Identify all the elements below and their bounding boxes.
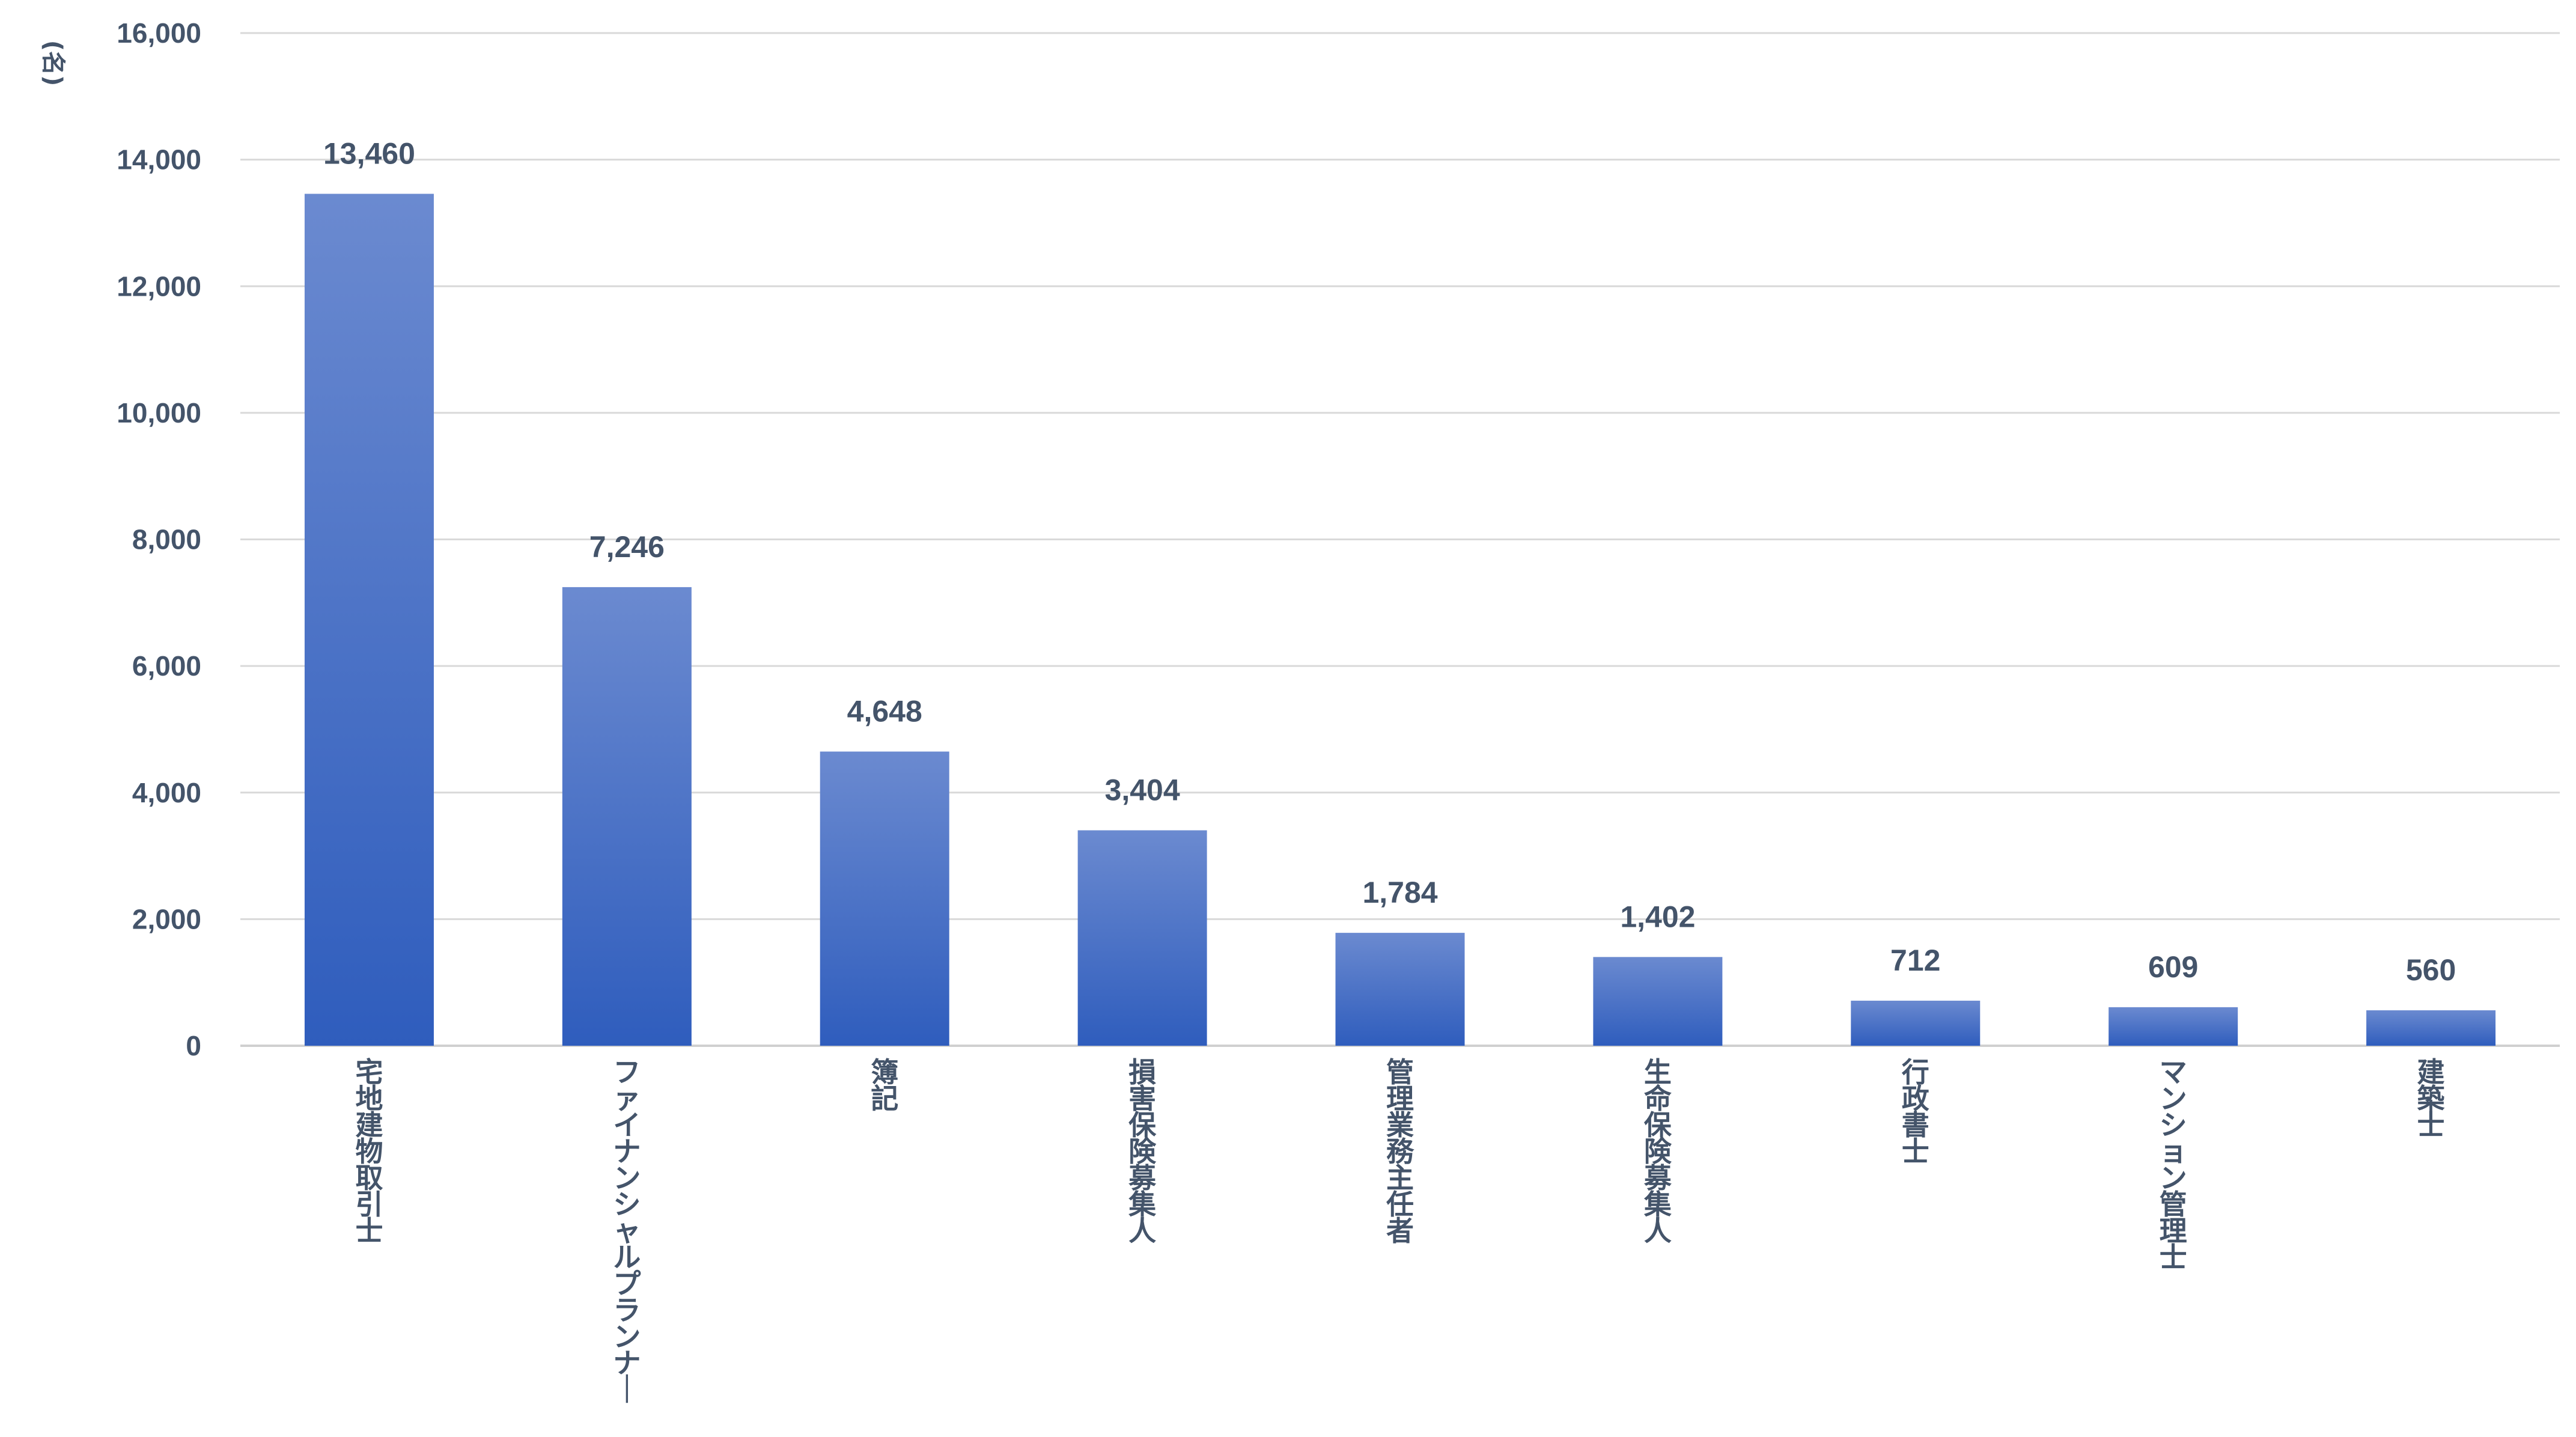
- data-label: 1,402: [1620, 900, 1695, 933]
- bar: [1335, 933, 1465, 1046]
- y-tick-label: 4,000: [132, 777, 201, 808]
- bar: [1077, 830, 1207, 1046]
- category-label: 損害保険募集人: [1128, 1056, 1157, 1247]
- bar: [1593, 957, 1723, 1046]
- y-tick-label: 16,000: [117, 17, 201, 49]
- category-label: 建築士: [2417, 1056, 2446, 1141]
- category-labels: 宅地建物取引士 ファイナンシャルプランナ｜ 簿記 損害保険募集人 管理業務主任者 生命保険…: [355, 1056, 2445, 1406]
- y-tick-label: 14,000: [117, 144, 201, 175]
- y-tick-label: 10,000: [117, 397, 201, 429]
- data-label: 609: [2148, 950, 2198, 984]
- data-label: 1,784: [1362, 876, 1437, 909]
- bars: [304, 194, 2496, 1046]
- category-label: マンション管理士: [2160, 1056, 2187, 1274]
- bar: [562, 587, 692, 1046]
- data-label: 7,246: [589, 530, 665, 564]
- y-axis-ticks: 0 2,000 4,000 6,000 8,000 10,000 12,000 14,000 1…: [117, 17, 201, 1061]
- category-label: 生命保険募集人: [1643, 1056, 1672, 1247]
- category-label: ファイナンシャルプランナ｜: [613, 1056, 641, 1406]
- y-axis-unit-label: (名): [39, 40, 67, 87]
- category-label: 管理業務主任者: [1386, 1056, 1414, 1247]
- bar: [2109, 1007, 2238, 1046]
- y-tick-label: 8,000: [132, 524, 201, 555]
- bar: [820, 751, 949, 1046]
- data-label: 3,404: [1105, 773, 1180, 807]
- y-tick-label: 12,000: [117, 270, 201, 302]
- bar: [1851, 1001, 1981, 1046]
- category-label: 簿記: [871, 1056, 898, 1115]
- data-label: 712: [1890, 944, 1940, 977]
- data-label: 13,460: [323, 136, 415, 170]
- data-label: 4,648: [847, 695, 922, 728]
- data-label: 560: [2406, 953, 2456, 987]
- category-label: 宅地建物取引士: [355, 1056, 383, 1247]
- bar: [2366, 1010, 2496, 1046]
- bar: [304, 194, 434, 1046]
- data-labels: 13,460 7,246 4,648 3,404 1,784 1,402 712 609 560: [323, 136, 2456, 987]
- category-label: 行政書士: [1902, 1056, 1929, 1168]
- y-tick-label: 0: [186, 1030, 201, 1061]
- y-tick-label: 6,000: [132, 650, 201, 682]
- y-tick-label: 2,000: [132, 903, 201, 935]
